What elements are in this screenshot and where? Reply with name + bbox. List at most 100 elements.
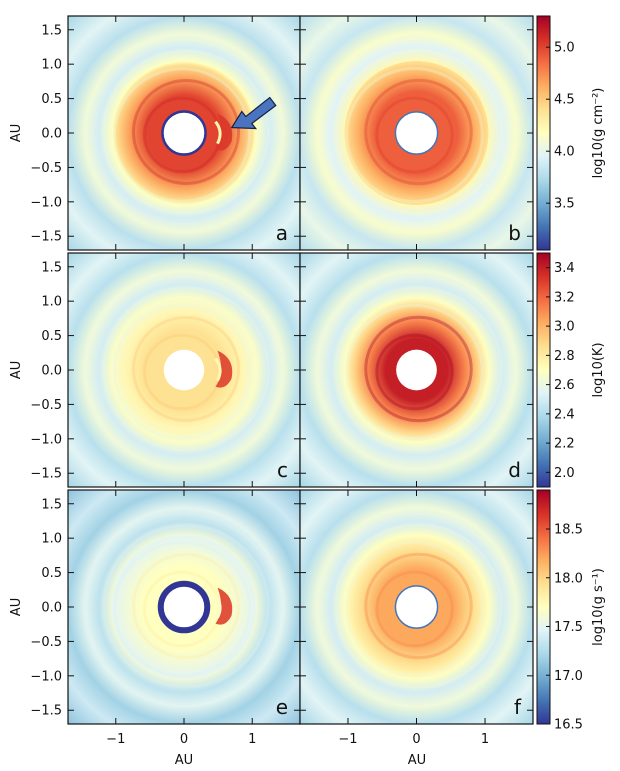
x-tick-label: 1 — [248, 732, 256, 747]
spiral-ring — [131, 79, 241, 185]
colorbar-label: log10(g s⁻¹) — [591, 568, 606, 646]
x-tick-label: 0 — [180, 732, 188, 747]
y-tick-label: −1.0 — [30, 195, 62, 210]
inner-hole — [394, 111, 439, 155]
colorbar-scale — [536, 15, 551, 251]
y-tick-label: 1.0 — [41, 532, 62, 547]
inner-hole — [161, 110, 207, 156]
y-tick-label: 0.5 — [41, 92, 62, 107]
colorbar-3: 16.5 17.0 17.5 18.0 18.5 log10(g s⁻¹) — [536, 489, 606, 733]
panel-letter: b — [508, 221, 521, 245]
x-tick-label: −1 — [338, 732, 357, 747]
colorbar-label: log10(K) — [591, 342, 606, 397]
y-tick-label: 1.5 — [41, 260, 62, 275]
vortex-core — [214, 357, 222, 382]
spiral-ring — [334, 523, 503, 689]
colorbar-tick-label: 5.0 — [554, 41, 575, 56]
y-tick-label: −1.5 — [30, 704, 62, 719]
spiral-ring — [112, 304, 252, 440]
spiral-ring — [82, 37, 282, 233]
colorbar-tick-label: 17.5 — [554, 620, 583, 635]
spiral-ring — [375, 96, 454, 174]
colorbar-tick-label: 3.2 — [554, 290, 575, 305]
inner-hole — [394, 585, 439, 629]
spiral-ring — [375, 333, 454, 411]
y-tick-label: 1.5 — [41, 23, 62, 38]
colorbar-tick-label: 2.2 — [554, 437, 575, 452]
vortex-core — [214, 120, 222, 145]
y-tick-label: −1.5 — [30, 467, 62, 482]
panel-b: b — [299, 15, 534, 251]
spiral-ring — [131, 316, 241, 422]
x-tick-label: 0 — [412, 732, 420, 747]
colorbar-1: 3.5 4.0 4.5 5.0 log10(g cm⁻²) — [536, 15, 606, 251]
y-axis-label-row-2: AU — [9, 361, 24, 379]
y-tick-label: 1.5 — [41, 497, 62, 512]
y-axis-label-row-3: AU — [9, 598, 24, 616]
panel-f: −1 0 1 f — [299, 489, 534, 747]
colorbar-scale — [536, 489, 551, 725]
inner-hole — [396, 349, 437, 391]
spiral-ring — [364, 315, 473, 423]
y-tick-label: −1.0 — [30, 669, 62, 684]
spiral-ring — [334, 49, 503, 215]
y-tick-label: 0.0 — [41, 364, 62, 379]
spiral-ring — [315, 37, 514, 233]
spiral-ring — [315, 511, 514, 707]
spiral-ring — [364, 552, 473, 660]
colorbar-2: 2.0 2.2 2.4 2.6 2.8 3.0 3.2 3.4 log10(K) — [536, 252, 606, 488]
spiral-ring — [345, 541, 484, 677]
y-tick-label: 0.0 — [41, 127, 62, 142]
x-tick-label: 1 — [481, 732, 489, 747]
y-tick-label: 1.0 — [41, 58, 62, 73]
spiral-ring — [112, 67, 252, 203]
spiral-ring — [315, 274, 514, 470]
panel-letter: a — [276, 221, 288, 245]
colorbar-tick-label: 3.5 — [554, 197, 575, 212]
spiral-ring — [82, 511, 282, 707]
panel-letter: d — [508, 458, 521, 482]
colorbar-tick-label: 2.6 — [554, 378, 575, 393]
y-tick-label: 0.5 — [41, 329, 62, 344]
panel-letter: c — [277, 458, 288, 482]
colorbar-tick-label: 18.5 — [554, 523, 583, 538]
spiral-ring — [345, 304, 484, 440]
colorbar-tick-label: 16.5 — [554, 718, 583, 733]
y-tick-label: 0.5 — [41, 566, 62, 581]
y-tick-label: 1.0 — [41, 295, 62, 310]
spiral-ring — [345, 67, 484, 203]
spiral-ring — [101, 523, 271, 689]
y-tick-label: 0.0 — [41, 601, 62, 616]
colorbar-label: log10(g cm⁻²) — [591, 88, 606, 179]
inner-hole — [163, 349, 205, 391]
spiral-ring — [112, 541, 252, 677]
y-tick-label: −0.5 — [30, 635, 62, 650]
colorbar-tick-label: 18.0 — [554, 571, 583, 586]
y-tick-label: −0.5 — [30, 161, 62, 176]
y-tick-label: −1.5 — [30, 230, 62, 245]
panel-d: d — [299, 252, 534, 488]
colorbar-tick-label: 2.4 — [554, 407, 575, 422]
spiral-ring — [101, 286, 271, 452]
colorbar-tick-label: 4.0 — [554, 145, 575, 160]
colorbar-tick-label: 17.0 — [554, 669, 583, 684]
x-axis-label-right: AU — [408, 753, 426, 768]
y-tick-label: −0.5 — [30, 398, 62, 413]
colorbar-tick-label: 2.8 — [554, 349, 575, 364]
spiral-ring — [131, 553, 241, 659]
colorbar-tick-label: 4.5 — [554, 93, 575, 108]
colorbar-tick-label: 2.0 — [554, 466, 575, 481]
panel-letter: e — [276, 695, 288, 719]
x-axis-label-left: AU — [175, 753, 193, 768]
panel-a: 1.5 1.0 0.5 0.0 −0.5 −1.0 −1.5 a — [30, 15, 301, 251]
colorbar-tick-label: 3.4 — [554, 261, 575, 276]
panel-letter: f — [514, 695, 522, 719]
x-tick-label: −1 — [106, 732, 125, 747]
panel-e: −1 0 1 1.5 1.0 0.5 0.0 −0.5 −1.0 −1.5 e — [30, 489, 301, 747]
vortex-core — [214, 594, 222, 619]
spiral-ring — [364, 78, 473, 186]
spiral-ring — [101, 49, 271, 215]
panel-c: 1.5 1.0 0.5 0.0 −0.5 −1.0 −1.5 c — [30, 252, 301, 488]
colorbar-scale — [536, 252, 551, 488]
